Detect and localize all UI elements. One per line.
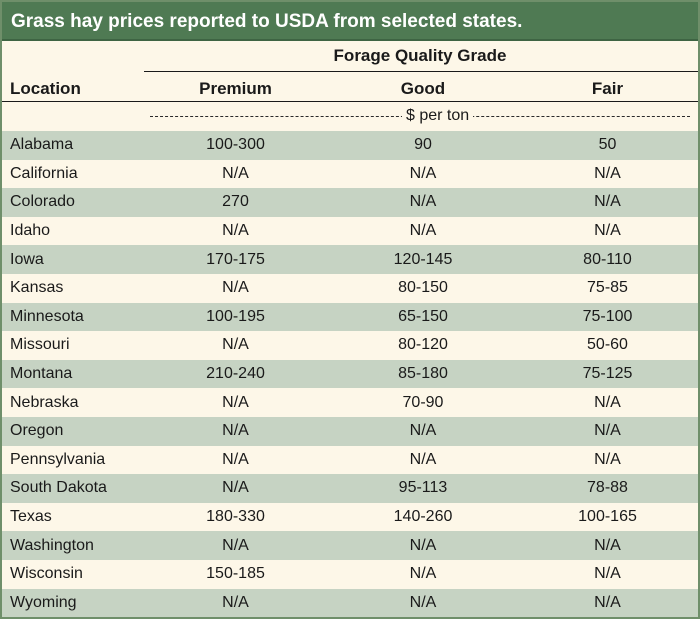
table-header: Forage Quality Grade Location Premium Go… (2, 41, 698, 102)
table-row: South Dakota N/A 95-113 78-88 (2, 474, 698, 503)
cell-good: N/A (329, 445, 517, 475)
cell-good: N/A (329, 159, 517, 189)
cell-location: Washington (2, 531, 142, 560)
cell-premium: 100-300 (142, 131, 329, 160)
cell-fair: 75-100 (517, 302, 698, 332)
cell-fair: N/A (517, 416, 698, 446)
cell-good: 70-90 (329, 388, 517, 417)
cell-fair: 50 (517, 131, 698, 160)
cell-premium: 270 (142, 188, 329, 217)
cell-fair: N/A (517, 388, 698, 417)
price-table: Alabama 100-300 90 50 California N/A N/A N/A Col… (2, 131, 698, 617)
cell-premium: 210-240 (142, 359, 329, 389)
cell-premium: N/A (142, 388, 329, 417)
cell-premium: N/A (142, 474, 329, 503)
cell-fair: 100-165 (517, 502, 698, 532)
cell-location: Kansas (2, 273, 142, 303)
cell-location: Texas (2, 502, 142, 532)
cell-location: Montana (2, 359, 142, 389)
cell-premium: N/A (142, 216, 329, 246)
price-table-body: Alabama 100-300 90 50 California N/A N/A N/A Col… (2, 131, 698, 617)
cell-premium: N/A (142, 531, 329, 560)
table-row: Kansas N/A 80-150 75-85 (2, 273, 698, 303)
cell-fair: N/A (517, 559, 698, 589)
column-header-premium: Premium (199, 79, 272, 98)
cell-good: N/A (329, 588, 517, 617)
table-row: Colorado 270 N/A N/A (2, 188, 698, 217)
cell-good: 90 (329, 131, 517, 160)
table-row: California N/A N/A N/A (2, 159, 698, 189)
column-header-fair: Fair (591, 79, 624, 98)
cell-fair: 75-125 (517, 359, 698, 389)
table-row: Wisconsin 150-185 N/A N/A (2, 559, 698, 589)
cell-good: N/A (329, 416, 517, 446)
cell-good: 140-260 (329, 502, 517, 532)
cell-premium: 150-185 (142, 559, 329, 589)
table-row: Washington N/A N/A N/A (2, 531, 698, 560)
cell-premium: N/A (142, 273, 329, 303)
cell-location: Colorado (2, 188, 142, 217)
cell-good: N/A (329, 216, 517, 246)
cell-fair: N/A (517, 531, 698, 560)
cell-location: South Dakota (2, 474, 142, 503)
table-row: Missouri N/A 80-120 50-60 (2, 331, 698, 360)
table-row: Iowa 170-175 120-145 80-110 (2, 245, 698, 274)
table-row: Pennsylvania N/A N/A N/A (2, 445, 698, 475)
table-row: Minnesota 100-195 65-150 75-100 (2, 302, 698, 332)
cell-location: Iowa (2, 245, 142, 274)
cell-location: Alabama (2, 131, 142, 160)
cell-fair: 75-85 (517, 273, 698, 303)
cell-fair: N/A (517, 159, 698, 189)
cell-good: 120-145 (329, 245, 517, 274)
table-row: Nebraska N/A 70-90 N/A (2, 388, 698, 417)
cell-good: N/A (329, 531, 517, 560)
cell-premium: N/A (142, 445, 329, 475)
cell-premium: 100-195 (142, 302, 329, 332)
cell-location: Minnesota (2, 302, 142, 332)
cell-good: 65-150 (329, 302, 517, 332)
cell-location: Idaho (2, 216, 142, 246)
units-row: $ per ton (2, 102, 698, 131)
cell-location: Nebraska (2, 388, 142, 417)
cell-good: 85-180 (329, 359, 517, 389)
cell-location: Pennsylvania (2, 445, 142, 475)
cell-premium: N/A (142, 416, 329, 446)
cell-location: Wisconsin (2, 559, 142, 589)
cell-fair: N/A (517, 216, 698, 246)
cell-fair: 50-60 (517, 331, 698, 360)
cell-fair: N/A (517, 445, 698, 475)
cell-fair: 80-110 (517, 245, 698, 274)
column-header-good: Good (400, 79, 446, 98)
cell-premium: 170-175 (142, 245, 329, 274)
cell-good: 80-150 (329, 273, 517, 303)
table-row: Montana 210-240 85-180 75-125 (2, 359, 698, 389)
cell-good: N/A (329, 559, 517, 589)
units-label: $ per ton (402, 107, 474, 125)
group-header-rule (144, 71, 698, 72)
table-title: Grass hay prices reported to USDA from s… (2, 2, 698, 41)
cell-premium: 180-330 (142, 502, 329, 532)
cell-premium: N/A (142, 331, 329, 360)
cell-good: N/A (329, 188, 517, 217)
header-rule (2, 101, 698, 102)
table-row: Wyoming N/A N/A N/A (2, 588, 698, 617)
table-row: Texas 180-330 140-260 100-165 (2, 502, 698, 532)
table-row: Alabama 100-300 90 50 (2, 131, 698, 160)
cell-good: 80-120 (329, 331, 517, 360)
column-header-location: Location (10, 79, 81, 98)
table-row: Idaho N/A N/A N/A (2, 216, 698, 246)
cell-location: Wyoming (2, 588, 142, 617)
cell-location: Missouri (2, 331, 142, 360)
cell-premium: N/A (142, 159, 329, 189)
cell-good: 95-113 (329, 474, 517, 503)
table-row: Oregon N/A N/A N/A (2, 416, 698, 446)
group-header-forage-quality: Forage Quality Grade (333, 46, 507, 65)
cell-fair: 78-88 (517, 474, 698, 503)
cell-premium: N/A (142, 588, 329, 617)
cell-location: Oregon (2, 416, 142, 446)
cell-fair: N/A (517, 588, 698, 617)
cell-location: California (2, 159, 142, 189)
cell-fair: N/A (517, 188, 698, 217)
